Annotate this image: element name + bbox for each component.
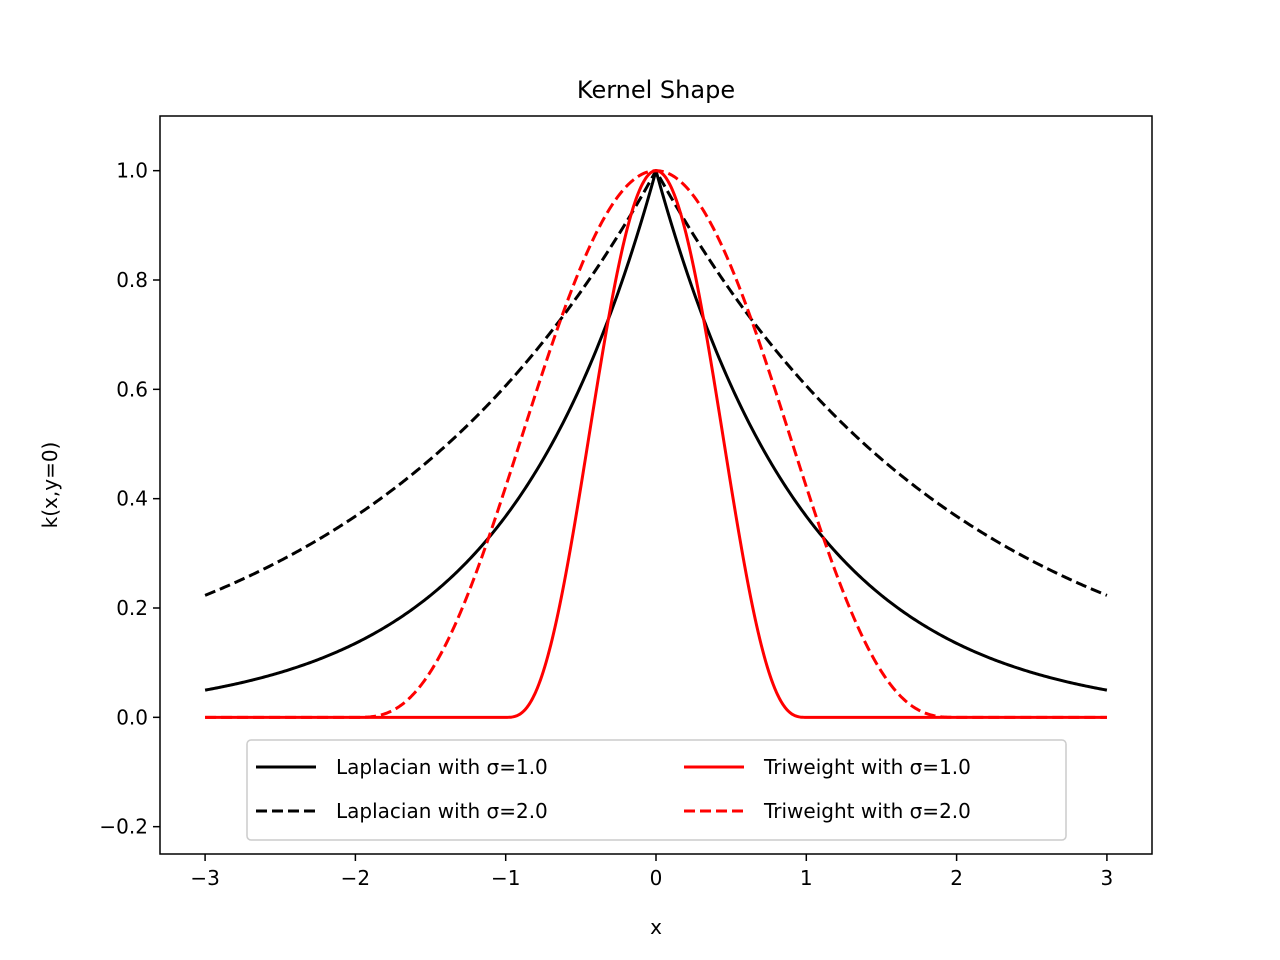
x-tick-label: −2 [341, 866, 370, 890]
plot-area [204, 169, 1108, 719]
legend-label: Laplacian with σ=1.0 [336, 755, 548, 779]
y-axis-label: k(x,y=0) [38, 442, 62, 529]
legend-box [246, 739, 1067, 841]
x-tick-label: −1 [491, 866, 520, 890]
x-axis: −3 −2 −1 0 1 2 3 [190, 854, 1113, 890]
x-axis-label: x [650, 915, 662, 939]
legend-label: Triweight with σ=1.0 [763, 755, 971, 779]
y-tick-label: 0.8 [116, 268, 148, 292]
y-tick-label: 1.0 [116, 159, 148, 183]
legend-label: Laplacian with σ=2.0 [336, 799, 548, 823]
y-tick-label: 0.4 [116, 487, 148, 511]
y-tick-label: 0.6 [116, 377, 148, 401]
legend-label: Triweight with σ=2.0 [763, 799, 971, 823]
x-tick-label: 0 [650, 866, 663, 890]
x-tick-label: −3 [190, 866, 219, 890]
y-tick-label: 0.0 [116, 705, 148, 729]
y-tick-label: −0.2 [99, 815, 148, 839]
y-axis: −0.2 0.0 0.2 0.4 0.6 0.8 1.0 [99, 159, 160, 839]
series-line-4 [205, 169, 1107, 719]
x-tick-label: 2 [950, 866, 963, 890]
x-tick-label: 3 [1101, 866, 1114, 890]
x-tick-label: 1 [800, 866, 813, 890]
chart-title: Kernel Shape [577, 76, 735, 104]
legend: Laplacian with σ=1.0 Laplacian with σ=2.0… [246, 739, 1067, 841]
y-tick-label: 0.2 [116, 596, 148, 620]
